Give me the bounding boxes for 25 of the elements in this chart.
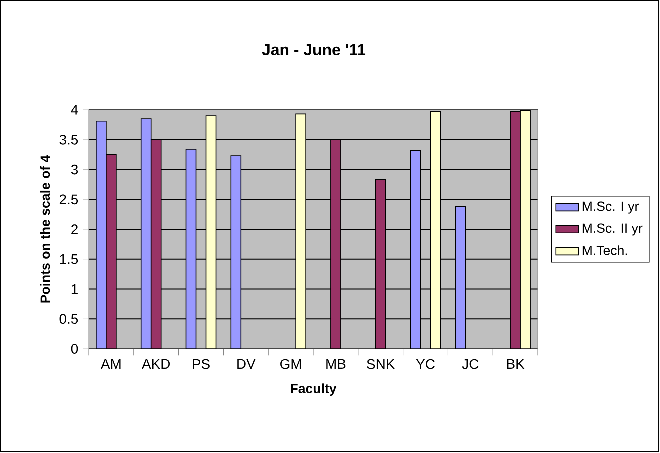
y-tick-label: 2 [72, 224, 78, 234]
y-tick-label: 0 [71, 344, 78, 354]
y-tick-label: 1 [72, 284, 78, 294]
x-tick-label: MB [326, 359, 346, 369]
x-tick-label: BK [507, 359, 525, 369]
x-tick-label: AKD [142, 359, 170, 369]
y-tick-label: 3.5 [60, 134, 78, 145]
x-tick-label: JC [462, 359, 479, 370]
x-tick-label: SNK [367, 359, 396, 370]
y-tick-label: 3 [71, 164, 78, 175]
legend-label: M.Sc. II yr [582, 224, 643, 236]
x-tick-label: PS [193, 359, 210, 370]
x-tick-label: GM [280, 359, 302, 370]
y-axis-title: Points on the scale of 4 [40, 155, 50, 303]
x-tick-label: YC [416, 359, 435, 370]
x-tick-label: AM [101, 359, 121, 369]
legend-label: M.Sc. I yr [582, 202, 639, 214]
y-tick-label: 4 [71, 105, 78, 115]
legend-label: M.Tech. [582, 246, 628, 256]
y-tick-label: 2.5 [60, 194, 78, 205]
y-tick-label: 1.5 [60, 254, 78, 264]
y-tick-label: 0.5 [60, 314, 78, 324]
chart-title: Jan - June '11 [262, 44, 366, 56]
x-tick-label: DV [238, 359, 256, 369]
x-axis-title: Faculty [291, 384, 337, 396]
